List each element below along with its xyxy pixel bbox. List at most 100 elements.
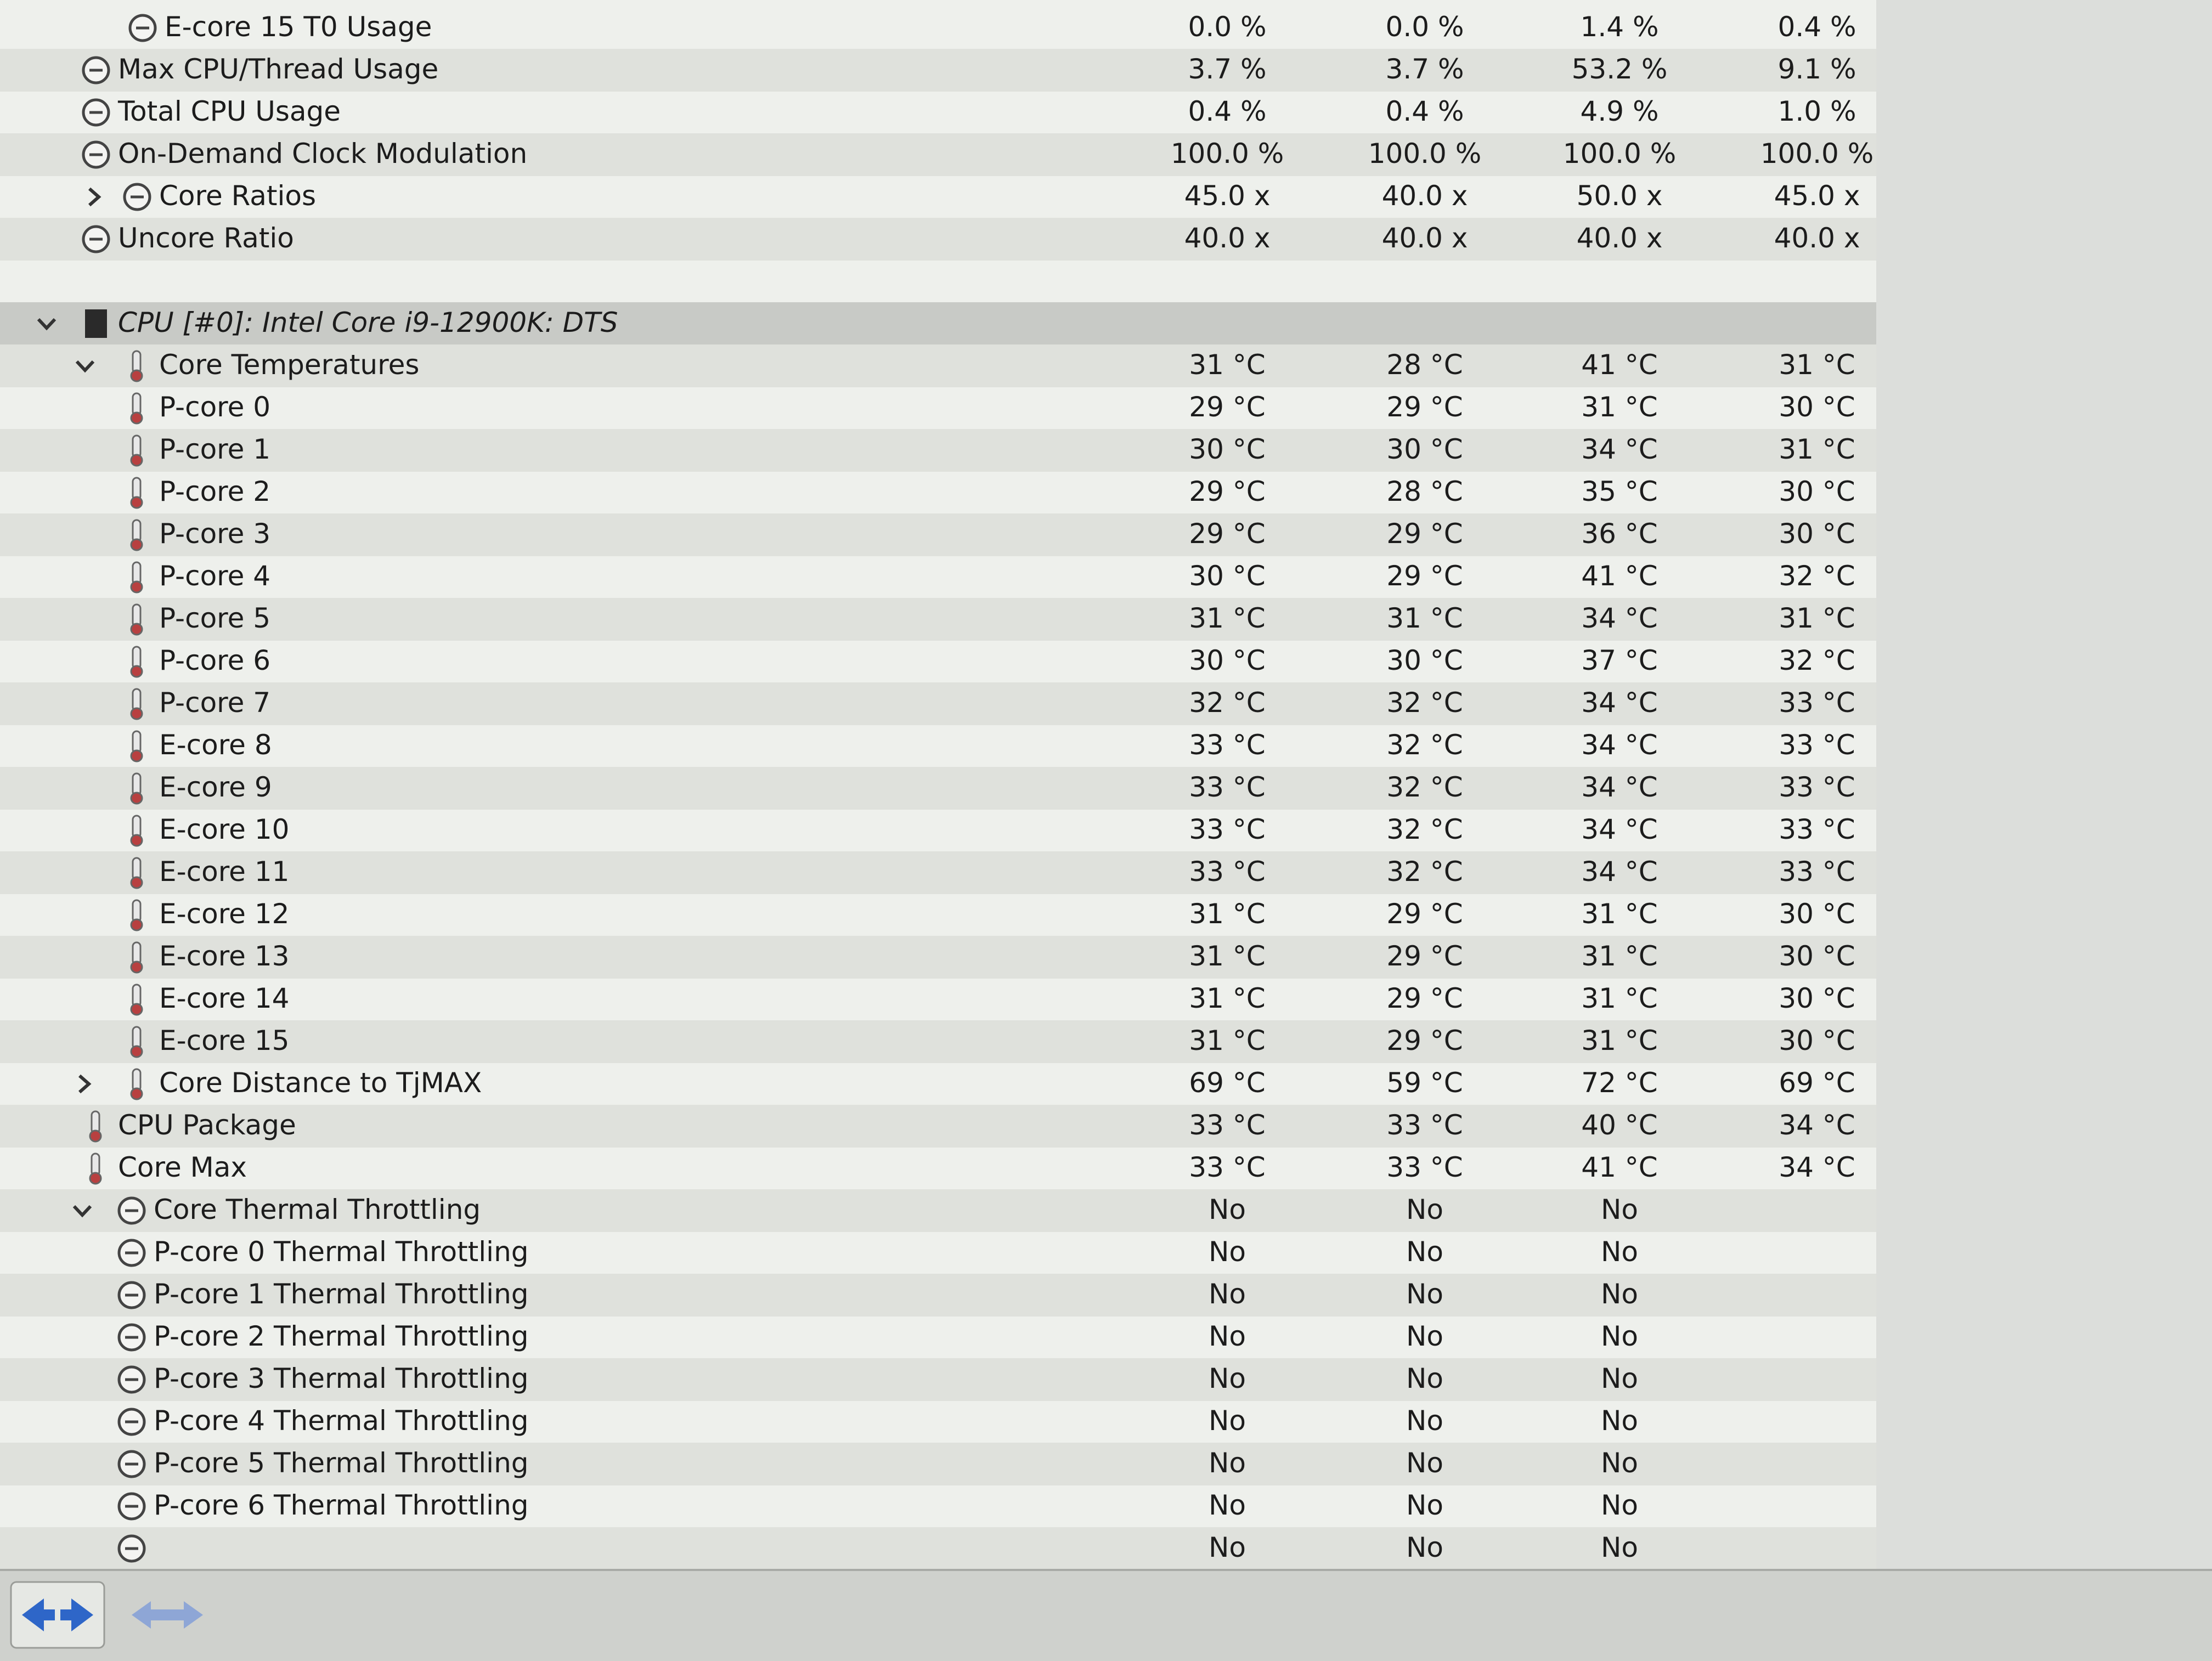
- clock-icon: [82, 225, 110, 253]
- sensor-label: Core Distance to TjMAX: [159, 1067, 482, 1099]
- thermo-icon: [130, 899, 143, 931]
- sensor-value: 45.0 x: [1774, 180, 1860, 212]
- sensor-value: 69 °C: [1779, 1067, 1855, 1099]
- sensor-value: 31 °C: [1189, 898, 1266, 930]
- sensor-row: P-core 2 Thermal Throttling No No No: [0, 1316, 1876, 1359]
- thermo-icon: [130, 392, 143, 425]
- sensor-value: No: [1406, 1278, 1443, 1310]
- icon-bulb: [130, 1045, 143, 1058]
- sensor-value: 0.4 %: [1778, 11, 1857, 43]
- icon-bulb: [130, 918, 143, 931]
- expander[interactable]: [71, 349, 99, 382]
- sensor-label: P-core 1: [159, 433, 271, 465]
- sensor-row: P-core 7 32 °C 32 °C 34 °C 33 °C: [0, 682, 1876, 725]
- sensor-label: Core Thermal Throttling: [154, 1194, 481, 1225]
- sensor-value: 40.0 x: [1184, 222, 1271, 254]
- sensor-value: 32 °C: [1386, 771, 1463, 803]
- clock-icon: [117, 1196, 146, 1225]
- sensor-row: P-core 1 Thermal Throttling No No No: [0, 1274, 1876, 1317]
- sensor-row: P-core 1 30 °C 30 °C 34 °C 31 °C: [0, 429, 1876, 472]
- sensor-value: 31 °C: [1189, 940, 1266, 972]
- collapse-button[interactable]: [132, 1601, 203, 1629]
- sensor-value: 29 °C: [1189, 391, 1266, 423]
- sensor-value: 32 °C: [1189, 687, 1266, 719]
- clock-icon: [128, 14, 157, 42]
- sensor-value: 35 °C: [1581, 476, 1658, 507]
- sensor-value: 33 °C: [1386, 1151, 1463, 1183]
- sensor-value: No: [1406, 1236, 1443, 1268]
- sensor-value: 32 °C: [1779, 560, 1855, 592]
- sensor-value: 30 °C: [1779, 940, 1855, 972]
- expander[interactable]: [33, 307, 60, 340]
- sensor-label: E-core 15 T0 Usage: [165, 11, 432, 43]
- sensor-value: 40.0 x: [1381, 180, 1468, 212]
- sensor-value: 31 °C: [1189, 982, 1266, 1014]
- sensor-label: On-Demand Clock Modulation: [118, 138, 528, 170]
- sensor-label: P-core 2 Thermal Throttling: [154, 1320, 529, 1352]
- sensor-value: 41 °C: [1581, 349, 1658, 381]
- expander[interactable]: [81, 180, 109, 213]
- thermo-icon: [130, 646, 143, 678]
- sensor-value: 34 °C: [1581, 433, 1658, 465]
- sensor-row: P-core 0 29 °C 29 °C 31 °C 30 °C: [0, 387, 1876, 430]
- sensor-row: No No No: [0, 1527, 1876, 1569]
- sensor-value: 29 °C: [1386, 1025, 1463, 1057]
- sensor-value: 30 °C: [1189, 645, 1266, 676]
- thermo-icon: [130, 688, 143, 720]
- sensor-value: 30 °C: [1189, 433, 1266, 465]
- sensor-value: 34 °C: [1779, 1109, 1855, 1141]
- sensor-label: P-core 6: [159, 645, 271, 676]
- sensor-row: P-core 0 Thermal Throttling No No No: [0, 1231, 1876, 1274]
- sensor-value: 31 °C: [1581, 391, 1658, 423]
- sensor-row: Max CPU/Thread Usage 3.7 % 3.7 % 53.2 % 9.1 …: [0, 49, 1876, 92]
- chevron: [88, 187, 101, 207]
- sensor-row: E-core 10 33 °C 32 °C 34 °C 33 °C: [0, 809, 1876, 852]
- sensor-row: Uncore Ratio 40.0 x 40.0 x 40.0 x 40.0 x: [0, 218, 1876, 261]
- sensor-list: E-core 15 T0 Usage 0.0 % 0.0 % 1.4 % 0.4 % Ma…: [0, 0, 1876, 1569]
- icon-bulb: [130, 792, 143, 805]
- icon-bulb: [130, 411, 143, 425]
- sensor-value: 29 °C: [1386, 982, 1463, 1014]
- sensor-row: Core Temperatures 31 °C 28 °C 41 °C 31 °C: [0, 344, 1876, 387]
- sensor-row: E-core 12 31 °C 29 °C 31 °C 30 °C: [0, 894, 1876, 936]
- sensor-label: P-core 7: [159, 687, 271, 719]
- arrow-icon: [184, 1601, 203, 1629]
- thermo-icon: [89, 1110, 102, 1143]
- icon-bulb: [89, 1129, 102, 1143]
- sensor-value: No: [1601, 1236, 1638, 1268]
- sensor-value: 53.2 %: [1571, 53, 1668, 85]
- sensor-value: 40.0 x: [1381, 222, 1468, 254]
- sensor-label: P-core 6 Thermal Throttling: [154, 1489, 529, 1521]
- sensor-value: 30 °C: [1779, 518, 1855, 550]
- sensor-value: No: [1209, 1405, 1246, 1437]
- clock-icon: [82, 140, 110, 169]
- sensor-value: 9.1 %: [1778, 53, 1857, 85]
- chip-icon: [85, 309, 107, 338]
- nav-button[interactable]: [10, 1581, 105, 1649]
- sensor-label: Core Max: [118, 1151, 247, 1183]
- sensor-value: No: [1601, 1194, 1638, 1225]
- chevron: [37, 318, 57, 331]
- sensor-value: No: [1209, 1236, 1246, 1268]
- sensor-value: 40.0 x: [1774, 222, 1860, 254]
- expander[interactable]: [69, 1194, 96, 1227]
- icon-bulb: [130, 961, 143, 974]
- sensor-label: P-core 4 Thermal Throttling: [154, 1405, 529, 1437]
- sensor-value: 33 °C: [1189, 856, 1266, 888]
- sensor-value: 29 °C: [1386, 898, 1463, 930]
- sensor-label: E-core 8: [159, 729, 272, 761]
- sensor-value: 34 °C: [1779, 1151, 1855, 1183]
- icon-chip: [85, 309, 107, 338]
- expander[interactable]: [71, 1067, 99, 1100]
- thermo-icon: [130, 477, 143, 509]
- sensor-value: 31 °C: [1189, 349, 1266, 381]
- thermo-icon: [130, 434, 143, 467]
- sensor-value: 33 °C: [1189, 771, 1266, 803]
- clock-icon: [82, 56, 110, 84]
- sensor-label: Total CPU Usage: [118, 95, 341, 127]
- sensor-row: P-core 2 29 °C 28 °C 35 °C 30 °C: [0, 471, 1876, 514]
- sensor-value: 33 °C: [1386, 1109, 1463, 1141]
- sensor-value: No: [1209, 1278, 1246, 1310]
- sensor-value: 29 °C: [1386, 560, 1463, 592]
- sensor-row: P-core 4 Thermal Throttling No No No: [0, 1400, 1876, 1443]
